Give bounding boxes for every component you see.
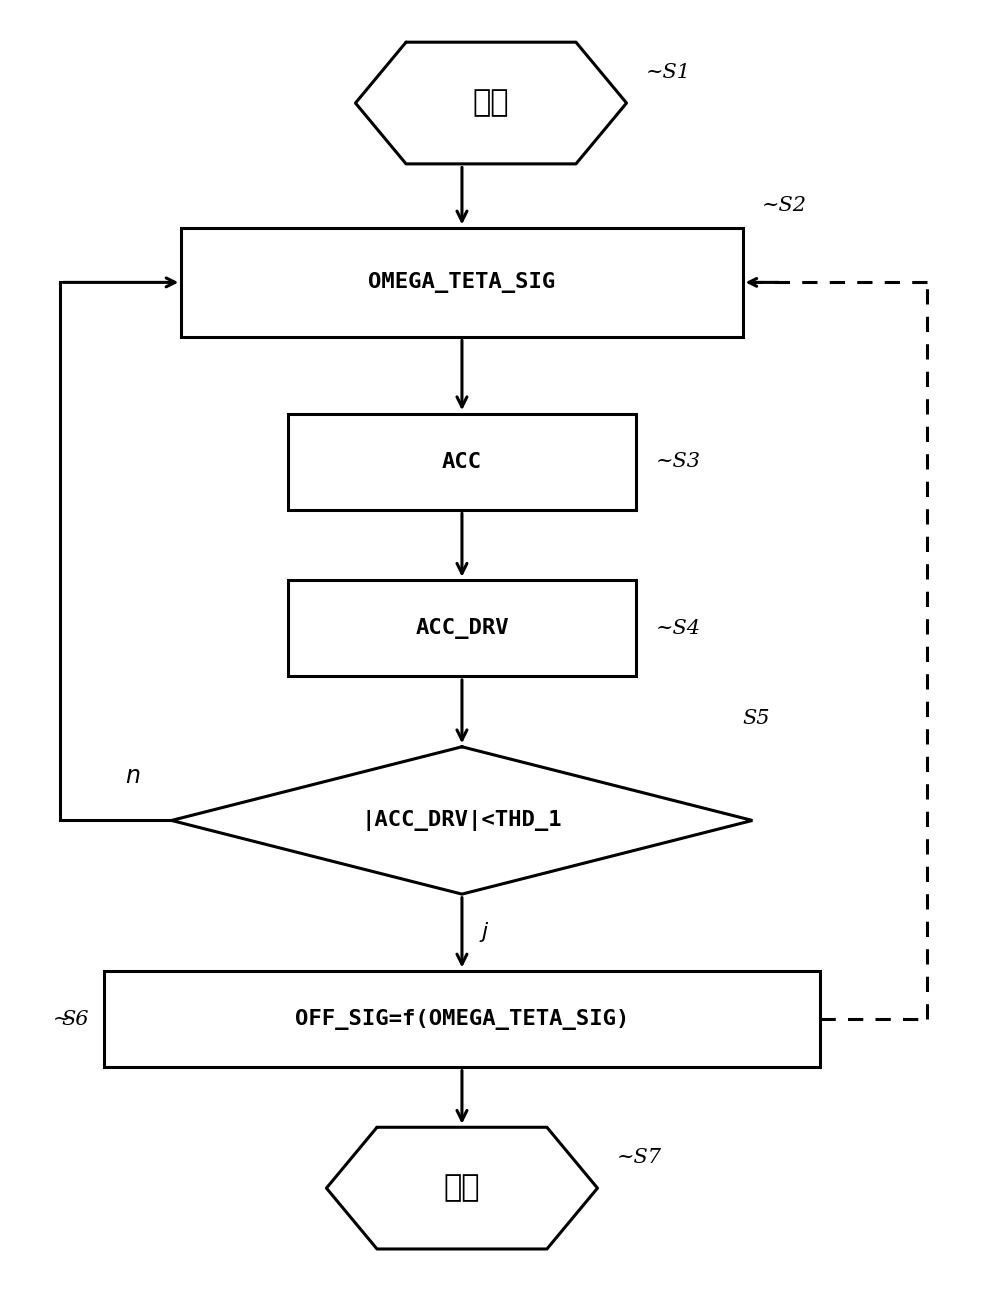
Bar [288,580,636,676]
Text: ~: ~ [52,1009,70,1030]
Text: OMEGA_TETA_SIG: OMEGA_TETA_SIG [368,272,556,293]
Text: ACC: ACC [442,452,482,471]
Text: j: j [481,922,487,941]
Text: ~S2: ~S2 [762,196,807,215]
Bar [104,971,820,1067]
Text: ~S7: ~S7 [617,1149,662,1167]
Text: ~S1: ~S1 [646,63,691,82]
Bar [182,228,742,337]
Text: ~S3: ~S3 [656,452,700,471]
Text: S6: S6 [62,1010,89,1028]
Text: S5: S5 [742,708,770,728]
Text: 结束: 结束 [444,1173,480,1203]
Text: 起动: 起动 [472,88,510,118]
Text: OFF_SIG=f(OMEGA_TETA_SIG): OFF_SIG=f(OMEGA_TETA_SIG) [295,1009,629,1030]
Bar [288,413,636,510]
Text: |ACC_DRV|<THD_1: |ACC_DRV|<THD_1 [361,809,563,831]
Text: ~S4: ~S4 [656,619,700,637]
Text: ACC_DRV: ACC_DRV [415,618,509,638]
Text: n: n [126,764,140,789]
